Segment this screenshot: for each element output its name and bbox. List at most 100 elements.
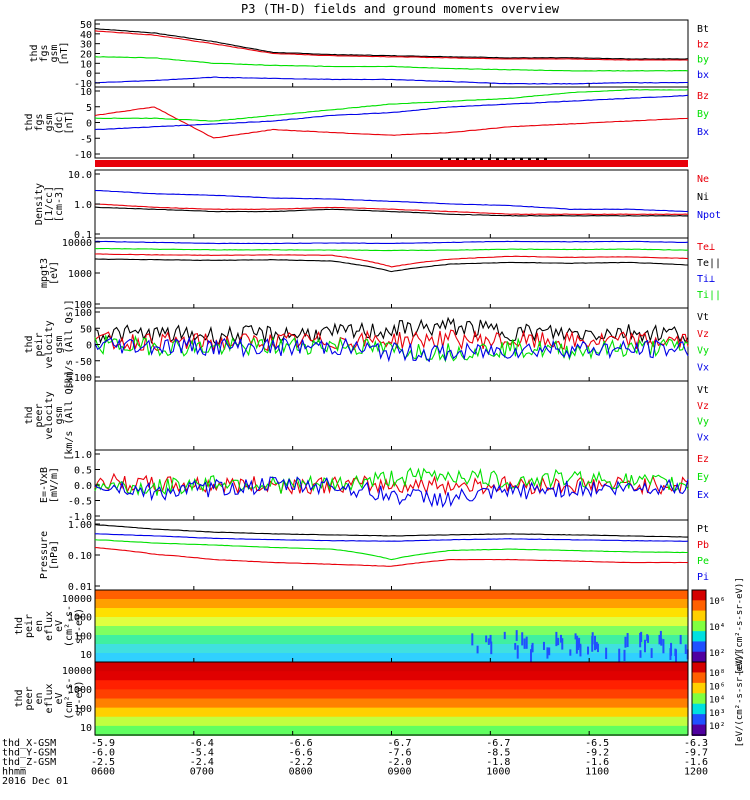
spectrogram-noise <box>679 634 682 645</box>
y-axis-label-line: [eV] <box>49 261 60 285</box>
y-axis-label-line: fgs <box>34 113 45 131</box>
panel-frame <box>94 19 689 88</box>
orbit-tick <box>440 158 443 160</box>
spectrogram-noise <box>660 638 663 646</box>
y-tick-label: 40 <box>80 30 92 41</box>
y-tick-label: 1000 <box>68 685 92 696</box>
y-axis-label: thdpeerenefluxeV(cm²-s-sr-eV) <box>14 677 85 719</box>
spectrogram-noise <box>674 648 677 657</box>
y-axis-label-line: peir <box>34 332 45 356</box>
legend-entry: Ex <box>697 490 709 501</box>
spectrogram-noise <box>659 630 662 643</box>
y-tick-label: 1000 <box>68 613 92 624</box>
spectrogram-band <box>95 725 688 736</box>
series-line <box>94 189 689 213</box>
x-axis-value: -1.6 <box>585 757 609 768</box>
legend-entry: Vz <box>697 329 709 340</box>
colorbar-segment <box>692 600 706 612</box>
colorbar-segment <box>692 620 706 633</box>
y-axis-label-line: eV <box>54 620 65 632</box>
spectrogram-noise <box>662 639 665 654</box>
spectrogram-noise <box>503 631 506 640</box>
y-tick-label: 20 <box>80 50 92 61</box>
legend-entry: Te⊥ <box>697 242 715 253</box>
series-line <box>94 28 689 60</box>
legend-entry: Ti|| <box>697 290 721 301</box>
series-line <box>94 30 689 61</box>
colorbar-segment <box>692 714 706 726</box>
spectrogram-noise <box>639 632 642 648</box>
x-axis-row-label: hhmm <box>2 767 26 778</box>
y-axis-label-line: peer <box>34 403 45 427</box>
y-tick-label: 1.00 <box>68 520 92 531</box>
orbit-tick <box>496 158 499 160</box>
legend-entry: Vt <box>697 385 709 396</box>
legend-entry: Ez <box>697 454 709 465</box>
series-line <box>94 539 688 561</box>
colorbar-segment <box>692 610 706 622</box>
x-axis-value: -2.4 <box>190 757 214 768</box>
series-line <box>94 335 689 363</box>
spectrogram-noise <box>489 634 492 644</box>
orbit-bar <box>95 160 688 167</box>
y-axis-label-line: mpgt3 <box>39 258 50 288</box>
spectrogram-noise <box>669 648 672 660</box>
legend-entry: Vz <box>697 401 709 412</box>
orbit-tick <box>536 158 539 160</box>
spectrogram-band <box>95 662 688 673</box>
colorbar-segment <box>692 703 706 716</box>
y-tick-label: 0.5 <box>74 466 92 477</box>
y-axis-label-line: peir <box>24 614 35 638</box>
y-tick-label: 0.10 <box>68 551 92 562</box>
x-axis-value: 1100 <box>585 767 609 778</box>
y-tick-label: 100 <box>74 300 92 311</box>
y-axis-label-line: gsm <box>44 113 55 131</box>
x-axis-value: -6.7 <box>387 738 411 749</box>
y-axis-label-line: [km/s (All Qs)] <box>64 299 75 389</box>
y-axis-label-line: sr-eV) <box>74 680 85 716</box>
orbit-tick <box>448 158 451 160</box>
y-tick-label: 50 <box>80 20 92 31</box>
spectrogram-band <box>95 635 688 645</box>
y-axis-label-line: gsm <box>54 335 65 353</box>
orbit-tick <box>520 158 523 160</box>
series-line <box>94 106 689 139</box>
y-axis-label-line: [cm-3] <box>54 186 65 222</box>
legend-entry: bz <box>697 39 709 50</box>
spectrogram-band <box>95 671 688 682</box>
y-tick-label: 1.0 <box>74 450 92 461</box>
spectrogram-noise <box>485 635 488 643</box>
legend-entry: Bt <box>697 24 709 35</box>
y-axis-label-line: thd <box>14 689 25 707</box>
y-tick-label: 50 <box>80 324 92 335</box>
x-axis-row-label: thd_Y-GSM <box>2 748 56 759</box>
x-axis-value: 1200 <box>684 767 708 778</box>
orbit-tick <box>480 158 483 160</box>
spectrogram-band <box>95 626 688 636</box>
figure-title: P3 (TH-D) fields and ground moments over… <box>241 2 560 16</box>
y-tick-label: 10000 <box>62 666 92 677</box>
y-tick-label: 0 <box>86 119 92 130</box>
spectrogram-band <box>95 680 688 691</box>
spectrogram-noise <box>516 645 519 659</box>
y-tick-label: 10000 <box>62 594 92 605</box>
colorbar-label: [eV/(cm²-s-sr-eV)] <box>735 577 745 675</box>
y-axis-label-line: thd <box>24 113 35 131</box>
y-tick-label: 10 <box>80 87 92 98</box>
series-line <box>94 206 689 217</box>
spectrogram-noise <box>574 633 577 640</box>
series-line <box>94 253 689 268</box>
spectrogram-noise <box>624 636 627 648</box>
y-axis-label: thdpeirvelocitygsm[km/s (All Qs)] <box>24 299 75 389</box>
x-axis-value: -6.6 <box>289 748 313 759</box>
colorbar-tick-label: 10⁴ <box>709 623 725 633</box>
spectrogram-noise <box>521 632 524 646</box>
series-line <box>94 258 688 273</box>
spectrogram-noise <box>525 636 528 649</box>
x-axis-value: -6.6 <box>289 738 313 749</box>
colorbar-tick-label: 10⁶ <box>709 682 725 692</box>
x-axis-value: 0700 <box>190 767 214 778</box>
y-axis-label: mpgt3[eV] <box>39 258 60 288</box>
spectrogram-noise <box>531 645 534 653</box>
